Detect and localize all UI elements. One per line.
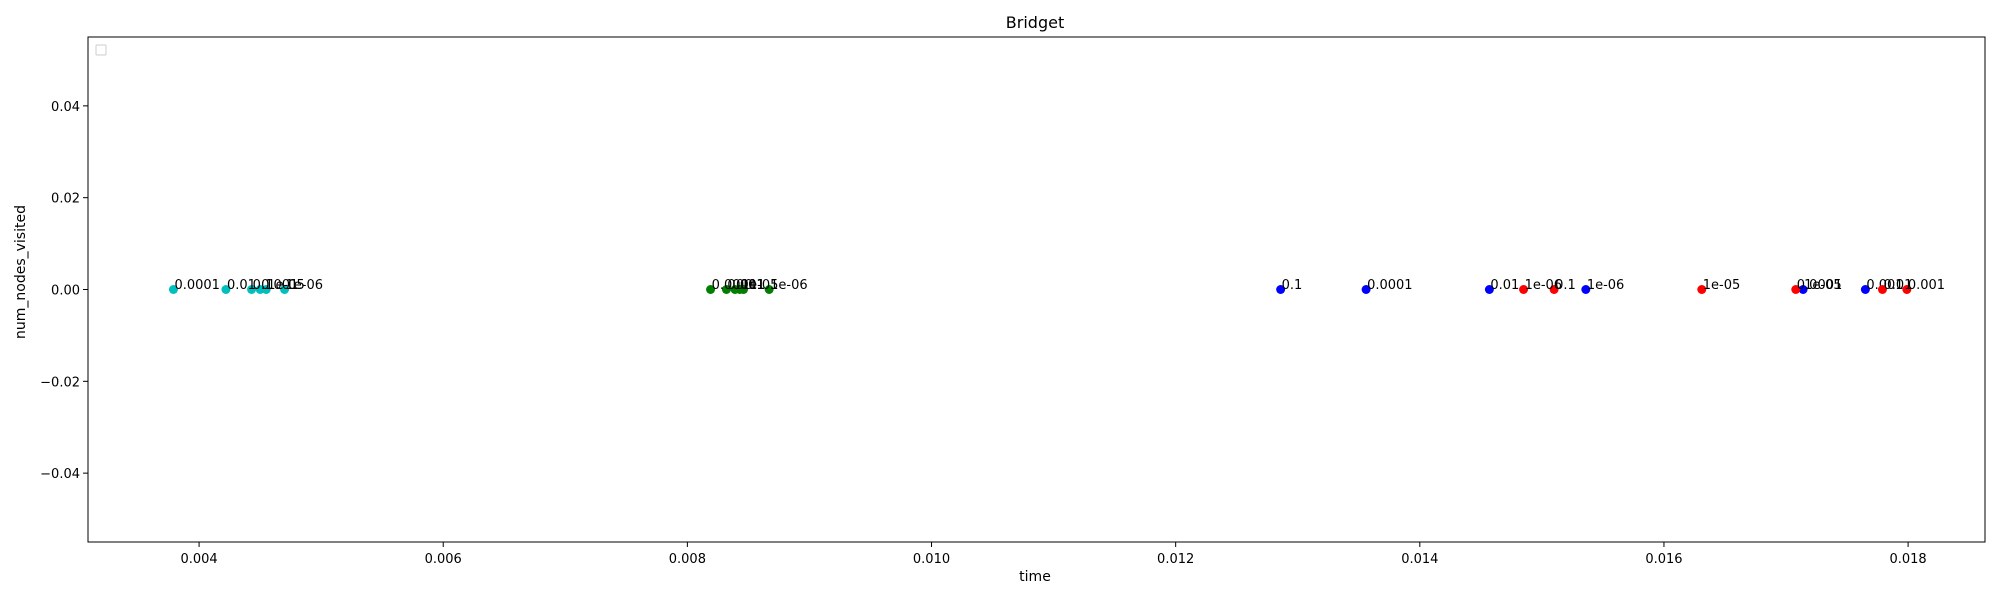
- data-point: [1361, 285, 1371, 294]
- y-tick-label: 0.02: [51, 192, 80, 207]
- data-point: [1860, 285, 1870, 294]
- x-tick-label: 0.010: [913, 552, 950, 567]
- data-point-label: 0.01: [1490, 278, 1519, 293]
- data-point: [1697, 285, 1707, 294]
- x-tick-label: 0.008: [669, 552, 706, 567]
- data-point: [1484, 285, 1494, 294]
- legend: [95, 44, 107, 56]
- data-point: [1519, 285, 1529, 294]
- data-point-label: 0.0001: [1797, 278, 1843, 293]
- data-point: [1549, 285, 1559, 294]
- data-point: [1902, 285, 1912, 294]
- data-point: [721, 285, 731, 294]
- x-axis: 0.004 0.006 0.008 0.010 0.012 0.014 0.016 0.018: [180, 542, 1927, 567]
- data-point-label: 1e-06: [770, 278, 808, 293]
- data-point: [1276, 285, 1286, 294]
- data-point: [1877, 285, 1887, 294]
- data-point-label: 0.01: [1883, 278, 1912, 293]
- data-point-label: 1e-05: [1804, 278, 1842, 293]
- data-point: [1798, 285, 1808, 294]
- data-point-label: 1e-06: [286, 278, 324, 293]
- data-point-label: 0.001: [727, 278, 764, 293]
- x-tick-label: 0.014: [1401, 552, 1438, 567]
- x-tick-label: 0.006: [425, 552, 462, 567]
- data-point: [764, 285, 774, 294]
- x-tick-label: 0.012: [1157, 552, 1194, 567]
- y-tick-label: 0.00: [51, 284, 80, 299]
- data-point-label: 0.0001: [1367, 278, 1413, 293]
- x-tick-label: 0.004: [180, 552, 217, 567]
- data-point-label: 1e-06: [1587, 278, 1625, 293]
- data-point-label: 1e-06: [1525, 278, 1563, 293]
- data-point: [1581, 285, 1591, 294]
- data-point: [168, 285, 178, 294]
- y-axis-title: num_nodes_visited: [13, 205, 29, 339]
- data-point-label: 0.001: [1866, 278, 1903, 293]
- data-point-label: 0.1: [1555, 278, 1576, 293]
- series-2: 0.1 0.0001 0.01 1e-06 1e-05 0.001: [1276, 278, 1904, 294]
- data-point-label: 1e-05: [267, 278, 305, 293]
- y-axis: −0.04 −0.02 0.00 0.02 0.04: [40, 100, 88, 482]
- y-tick-label: 0.04: [51, 100, 80, 115]
- data-point: [221, 285, 231, 294]
- x-tick-label: 0.016: [1645, 552, 1682, 567]
- chart-title: Bridget: [1006, 13, 1064, 32]
- x-tick-label: 0.018: [1889, 552, 1926, 567]
- data-point-label: 0.1: [253, 278, 274, 293]
- data-point-label: 0.1: [1282, 278, 1303, 293]
- data-point-label: 0.01: [227, 278, 256, 293]
- x-axis-title: time: [1019, 569, 1051, 585]
- data-point-label: 0.001: [261, 278, 298, 293]
- series-3: 1e-060.1 1e-05 0.0001 0.010.001: [1519, 278, 1945, 294]
- data-point: [247, 285, 257, 294]
- data-point: [280, 285, 290, 294]
- data-point: [706, 285, 716, 294]
- data-point-label: 0.0001: [712, 278, 758, 293]
- data-point-label: 0.01: [736, 278, 765, 293]
- data-point-label: 0.001: [1908, 278, 1945, 293]
- data-point: [1791, 285, 1801, 294]
- y-tick-label: −0.02: [40, 375, 80, 390]
- y-tick-label: −0.04: [40, 467, 80, 482]
- data-point: [739, 285, 749, 294]
- data-point-label: 0.0001: [174, 278, 220, 293]
- legend-box: [95, 44, 107, 56]
- data-point: [261, 285, 271, 294]
- data-point-label: 1e-05: [1703, 278, 1741, 293]
- data-point-label: 1e-05: [741, 278, 779, 293]
- data-point-label: 0.1: [745, 278, 766, 293]
